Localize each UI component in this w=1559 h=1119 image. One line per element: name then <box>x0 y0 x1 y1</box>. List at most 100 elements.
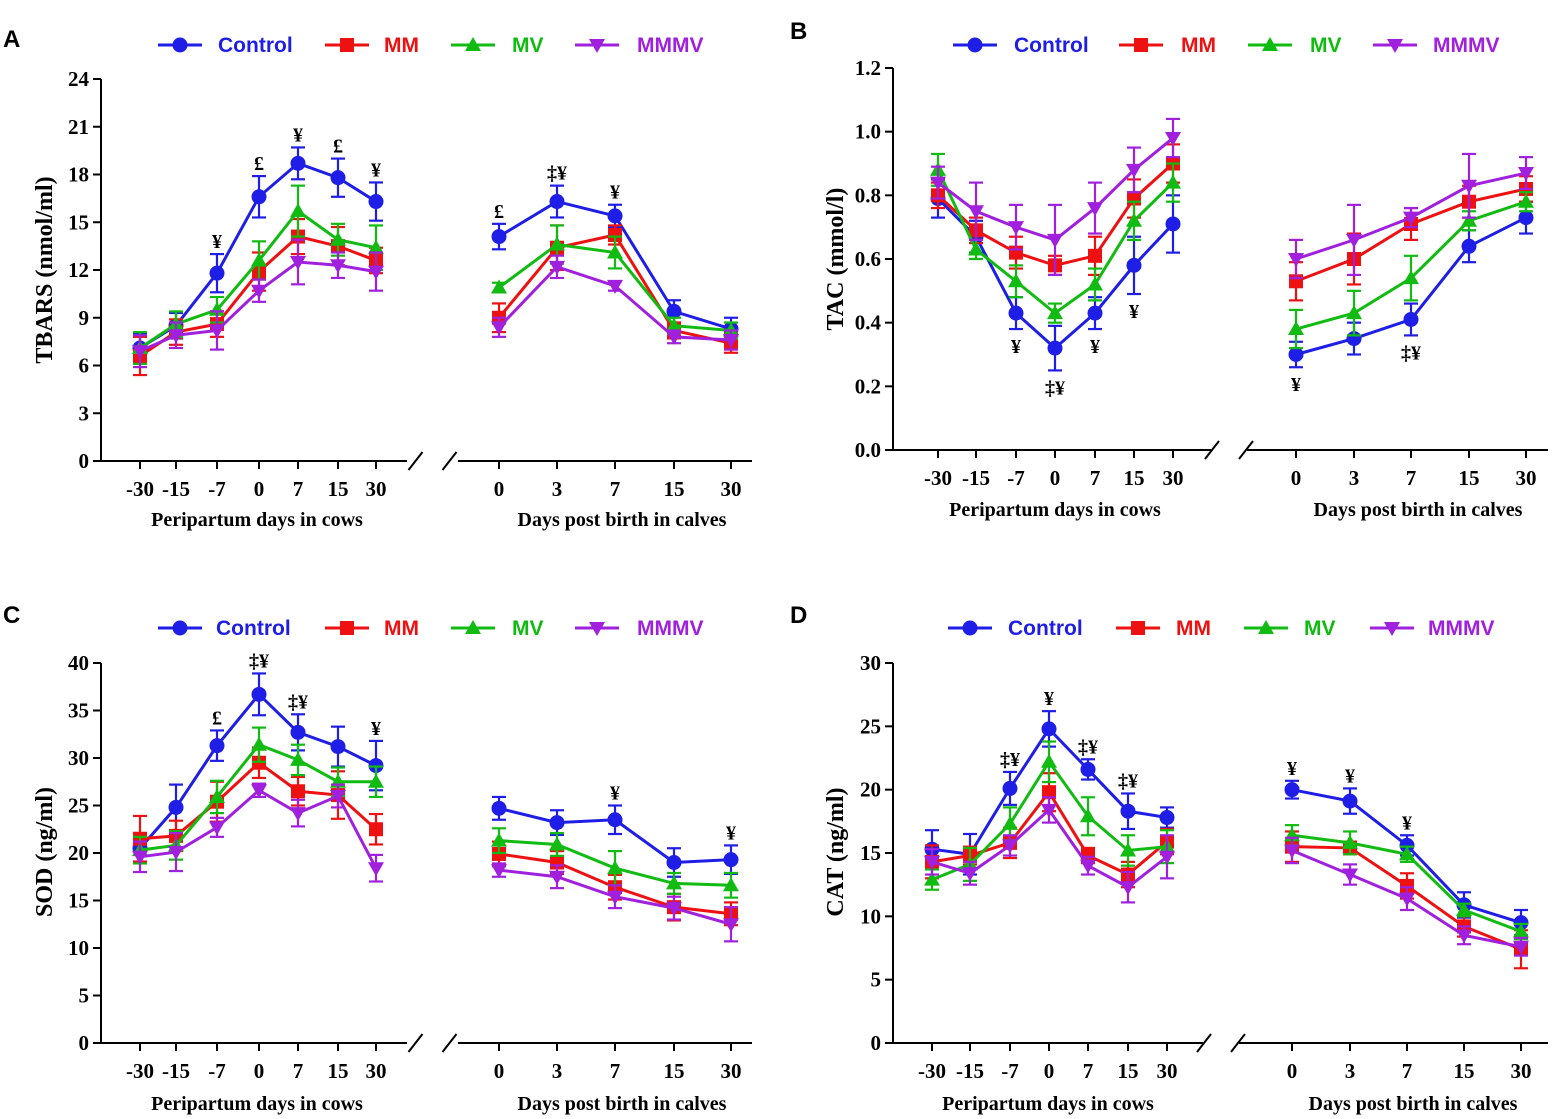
data-point <box>209 788 225 803</box>
y-tick-label: 30 <box>860 651 881 675</box>
significance-annotation: ‡¥ <box>547 163 567 185</box>
data-point <box>962 867 978 882</box>
y-tick-label: 0 <box>79 1031 90 1055</box>
x-tick-label: -15 <box>956 1059 984 1083</box>
y-tick-label: 15 <box>860 841 881 865</box>
significance-annotation: ¥ <box>1090 336 1100 358</box>
y-tick-label: 30 <box>68 746 89 770</box>
x-tick-label: 30 <box>721 1059 742 1083</box>
data-point <box>368 265 384 280</box>
data-point <box>666 330 682 345</box>
x-tick-label: -7 <box>1001 1059 1019 1083</box>
y-tick-label: 0.6 <box>855 247 881 271</box>
y-tick-label: 6 <box>79 354 90 378</box>
legend-item-mv: MV <box>1244 617 1336 640</box>
data-point <box>549 236 565 251</box>
data-point <box>209 821 225 836</box>
x-tick-label: 7 <box>293 1059 304 1083</box>
data-point <box>1047 340 1063 356</box>
x-tick-label: 30 <box>366 477 387 501</box>
data-point <box>924 855 940 870</box>
x-tick-label: -30 <box>126 1059 154 1083</box>
x-tick-label: 15 <box>664 1059 685 1083</box>
data-point <box>1518 167 1534 182</box>
x-tick-label: 3 <box>1349 466 1360 490</box>
x-axis-title: Peripartum days in cows <box>151 1093 363 1115</box>
x-tick-label: 0 <box>494 1059 505 1083</box>
legend-label: MV <box>512 617 544 640</box>
data-point <box>251 686 267 702</box>
legend-label: MMMV <box>637 34 704 57</box>
data-point <box>1041 753 1057 768</box>
legend-label: MM <box>384 34 419 57</box>
legend-marker <box>340 621 354 635</box>
chart-panel-b: B 0.0 0.2 0.4 0.6 0.8 1.0 1.2 TAC (mmol/l) -30 -15… <box>790 18 1548 521</box>
data-point <box>1403 270 1419 285</box>
data-point <box>1400 878 1414 893</box>
series-mv <box>491 224 739 340</box>
data-point <box>1288 253 1304 267</box>
data-point <box>1346 233 1362 248</box>
data-point <box>1284 782 1300 798</box>
data-point <box>368 194 384 210</box>
data-point <box>168 799 184 815</box>
y-tick-label: 25 <box>860 714 881 738</box>
data-point <box>1165 216 1181 232</box>
data-point <box>491 864 507 879</box>
significance-annotation: ‡¥ <box>1045 377 1065 399</box>
legend-marker <box>172 620 188 636</box>
x-tick-label: 0 <box>494 477 505 501</box>
legend-marker <box>1134 38 1148 52</box>
x-tick-label: 7 <box>610 477 621 501</box>
y-tick-label: 12 <box>68 258 89 282</box>
significance-annotation: ‡¥ <box>1078 736 1098 758</box>
y-tick-label: 9 <box>79 306 90 330</box>
data-point <box>549 836 565 851</box>
data-point <box>368 862 384 877</box>
data-point <box>1159 810 1175 826</box>
data-point <box>1513 940 1529 955</box>
legend-item-mmmv: MMMV <box>575 34 704 57</box>
data-point <box>1461 179 1477 194</box>
data-point <box>1087 305 1103 321</box>
significance-annotation: ‡¥ <box>288 691 308 713</box>
data-point <box>1342 834 1358 849</box>
x-tick-label: 7 <box>1090 466 1101 490</box>
axis-break-mark <box>441 451 458 471</box>
data-point <box>1002 815 1018 830</box>
data-point <box>368 773 384 788</box>
x-tick-label: -15 <box>162 1059 190 1083</box>
significance-annotation: ‡¥ <box>249 650 269 672</box>
y-tick-label: 0 <box>871 1031 882 1055</box>
data-point <box>1461 212 1477 227</box>
data-point <box>666 855 682 870</box>
legend-marker <box>589 622 605 636</box>
data-point <box>666 875 682 890</box>
x-tick-label: 30 <box>1511 1059 1532 1083</box>
significance-annotation: ¥ <box>1044 688 1054 710</box>
data-point <box>1041 721 1057 737</box>
data-point <box>1399 892 1415 907</box>
data-point <box>1513 923 1529 938</box>
legend-marker <box>1384 622 1400 636</box>
data-point <box>1080 859 1096 874</box>
x-tick-label: 0 <box>1291 466 1302 490</box>
legend-label: MMMV <box>637 617 704 640</box>
significance-annotation: ¥ <box>726 822 736 844</box>
x-tick-label: -7 <box>208 1059 226 1083</box>
panel-letter: B <box>790 18 807 45</box>
data-point <box>1165 132 1181 147</box>
legend-label: Control <box>1014 34 1089 57</box>
data-point <box>1342 793 1358 809</box>
axis-break-mark <box>407 1033 424 1053</box>
data-point <box>290 256 306 271</box>
data-point <box>1120 881 1136 896</box>
x-tick-label: 30 <box>1163 466 1184 490</box>
data-point <box>1126 257 1142 273</box>
y-tick-label: 20 <box>68 841 89 865</box>
data-point <box>723 852 739 868</box>
legend-item-mm: MM <box>325 617 419 640</box>
significance-annotation: ‡¥ <box>1000 749 1020 771</box>
legend-label: MV <box>1304 617 1336 640</box>
